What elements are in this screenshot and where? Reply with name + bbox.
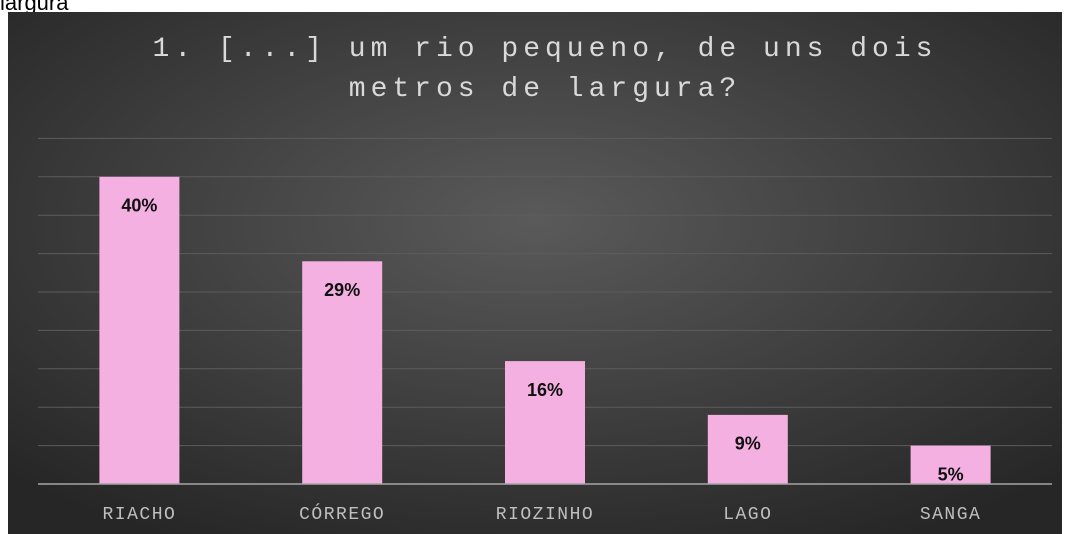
data-label: 9%	[735, 434, 761, 454]
x-tick-label: RIACHO	[102, 505, 176, 525]
data-label: 16%	[527, 380, 563, 400]
bar	[99, 176, 180, 485]
x-tick-label: LAGO	[723, 505, 772, 525]
bar	[910, 445, 991, 484]
data-label: 40%	[121, 196, 157, 216]
data-label: 5%	[938, 464, 964, 484]
data-label: 29%	[324, 280, 360, 300]
bar	[707, 414, 788, 484]
chart-title: 1. [...] um rio pequeno, de uns dois met…	[152, 34, 938, 105]
x-tick-label: RIOZINHO	[496, 505, 594, 525]
x-tick-label: SANGA	[920, 505, 982, 525]
caption: largura	[0, 0, 69, 15]
x-tick-label: CÓRREGO	[299, 503, 385, 525]
bar	[505, 361, 585, 484]
bar	[302, 261, 383, 484]
